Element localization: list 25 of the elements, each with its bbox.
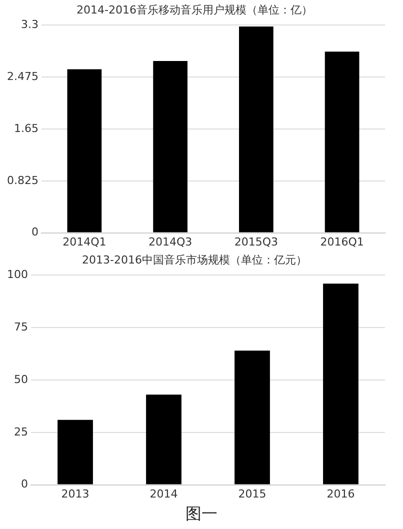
y-tick-label: 100	[6, 268, 28, 282]
y-tick-label: 1.65	[14, 122, 38, 135]
y-tick-label: 0	[20, 478, 28, 491]
x-tick-label: 2015	[238, 487, 266, 500]
chart-title: 2013-2016中国音乐市场规模（单位：亿元）	[82, 253, 307, 266]
x-tick-label: 2014Q1	[62, 235, 106, 248]
y-tick-label: 0	[31, 226, 38, 239]
x-tick-label: 2016Q1	[320, 235, 364, 248]
bar	[234, 350, 270, 484]
x-tick-label: 2014Q3	[148, 235, 192, 248]
x-tick-label: 2016	[326, 487, 355, 500]
text: 图一	[184, 504, 218, 524]
y-tick-label: 3.3	[20, 18, 38, 32]
x-tick-label: 2014	[150, 487, 178, 500]
chart-title: 2014-2016音乐移动音乐用户规模（单位：亿）	[76, 3, 312, 16]
y-tick-label: 25	[14, 425, 28, 438]
bar	[323, 284, 358, 484]
x-tick-label: 2013	[61, 487, 90, 500]
y-tick-label: 75	[14, 320, 28, 334]
y-tick-label: 2.475	[6, 70, 38, 83]
x-tick-label: 2015Q3	[234, 235, 278, 248]
bar	[146, 394, 182, 484]
bar	[58, 420, 93, 484]
y-tick-label: 50	[14, 372, 28, 386]
y-tick-label: 0.825	[6, 174, 38, 187]
